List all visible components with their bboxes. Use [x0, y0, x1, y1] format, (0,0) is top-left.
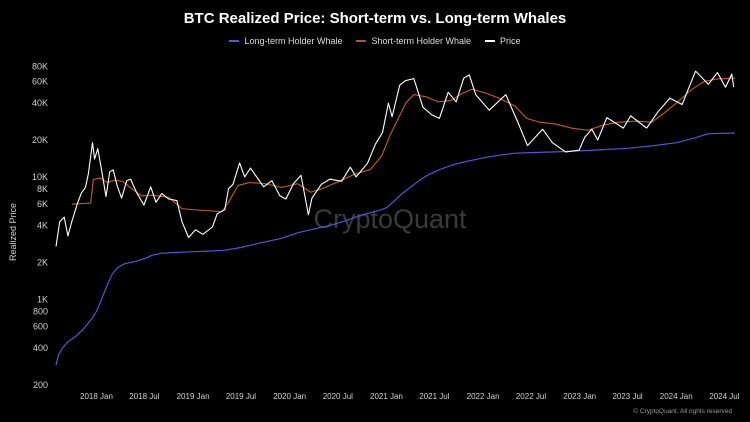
y-tick-label: 200 [33, 380, 48, 390]
x-tick-label: 2020 Jul [323, 392, 353, 401]
legend-label-price: Price [500, 36, 521, 46]
x-tick-label: 2023 Jul [612, 392, 642, 401]
watermark-logo: CryptoQuant [313, 204, 467, 234]
series-layer [55, 70, 736, 366]
y-tick-label: 1K [37, 294, 48, 304]
copyright-text: © CryptoQuant. All rights reserved [633, 408, 732, 415]
x-tick-label: 2020 Jan [273, 392, 306, 401]
y-tick-label: 4K [37, 221, 48, 231]
legend-item-long-term[interactable]: Long-term Holder Whale [229, 36, 342, 46]
y-axis: 200 400 600 800 1K 2K 4K 6K 8K 10K 20K 40K 60K 80K [32, 61, 48, 390]
legend-swatch-short-term [356, 40, 367, 42]
legend-label-long-term: Long-term Holder Whale [244, 36, 343, 46]
x-tick-label: 2018 Jul [129, 392, 159, 401]
series-line-short-term-holder-whale[interactable] [72, 77, 736, 213]
y-tick-label: 600 [33, 322, 48, 332]
y-tick-label: 400 [33, 343, 48, 353]
x-tick-label: 2022 Jan [467, 392, 500, 401]
x-tick-label: 2022 Jul [516, 392, 546, 401]
y-tick-label: 40K [32, 98, 48, 108]
x-tick-label: 2024 Jan [660, 392, 693, 401]
y-tick-label: 2K [37, 258, 48, 268]
chart-title: BTC Realized Price: Short-term vs. Long-… [183, 10, 567, 27]
x-tick-label: 2024 Jul [709, 392, 739, 401]
y-tick-label: 80K [32, 61, 48, 71]
y-tick-label: 800 [33, 306, 48, 316]
legend-label-short-term: Short-term Holder Whale [371, 36, 472, 46]
x-tick-label: 2021 Jan [370, 392, 403, 401]
x-tick-label: 2018 Jan [80, 392, 113, 401]
y-tick-label: 8K [37, 184, 48, 194]
legend-swatch-price [485, 40, 496, 42]
series-line-long-term-holder-whale[interactable] [55, 132, 736, 366]
x-tick-label: 2021 Jul [419, 392, 449, 401]
x-tick-label: 2019 Jul [226, 392, 256, 401]
x-axis: 2018 Jan 2018 Jul 2019 Jan 2019 Jul 2020 Jan… [80, 392, 740, 401]
legend-item-short-term[interactable]: Short-term Holder Whale [356, 36, 471, 46]
legend-swatch-long-term [229, 40, 240, 42]
x-tick-label: 2019 Jan [177, 392, 210, 401]
y-tick-label: 20K [32, 135, 48, 145]
x-tick-label: 2023 Jan [563, 392, 596, 401]
series-line-price[interactable] [55, 70, 735, 247]
y-tick-label: 6K [37, 199, 48, 209]
y-tick-label: 10K [32, 172, 48, 182]
legend-item-price[interactable]: Price [485, 36, 521, 46]
chart-legend: Long-term Holder Whale Short-term Holder… [0, 36, 750, 46]
y-tick-label: 60K [32, 77, 48, 87]
